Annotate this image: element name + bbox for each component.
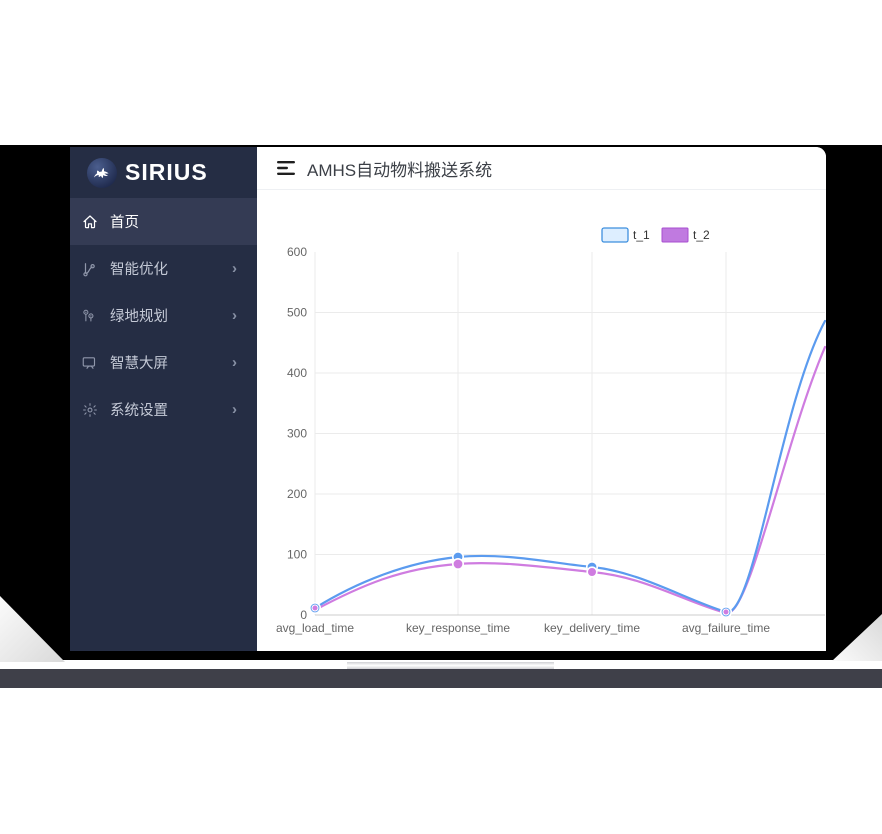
svg-text:500: 500 — [287, 306, 307, 320]
svg-text:600: 600 — [287, 245, 307, 259]
svg-text:avg_failure_time: avg_failure_time — [682, 621, 770, 635]
svg-text:400: 400 — [287, 366, 307, 380]
svg-text:t_2: t_2 — [693, 228, 710, 242]
svg-text:key_response_time: key_response_time — [406, 621, 510, 635]
svg-text:t_1: t_1 — [633, 228, 650, 242]
svg-text:0: 0 — [300, 608, 307, 622]
svg-text:avg_load_time: avg_load_time — [276, 621, 354, 635]
svg-text:key_delivery_time: key_delivery_time — [544, 621, 640, 635]
svg-text:300: 300 — [287, 427, 307, 441]
svg-text:100: 100 — [287, 548, 307, 562]
svg-text:200: 200 — [287, 487, 307, 501]
